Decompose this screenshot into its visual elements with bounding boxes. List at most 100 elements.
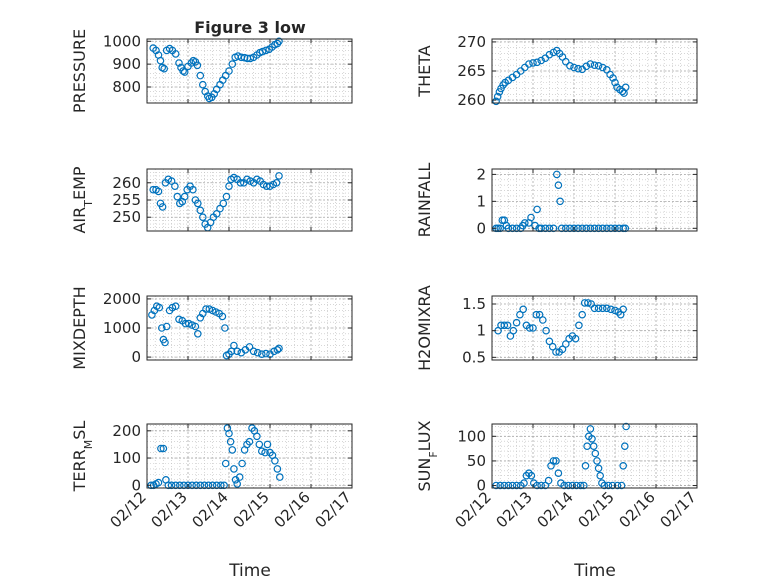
y-tick-label: 0	[476, 477, 486, 495]
data-point	[579, 481, 588, 490]
panel-2: 260 265 270 THETA	[415, 33, 698, 109]
data-point	[225, 182, 233, 191]
y-tick-label: 0	[131, 348, 141, 366]
y-axis-label: H2OMIXRA	[415, 285, 434, 371]
data-point	[572, 481, 581, 490]
data-point	[263, 440, 272, 449]
data-point	[598, 63, 607, 72]
data-point	[228, 446, 237, 454]
data-point	[566, 62, 574, 70]
y-tick-label: 250	[112, 208, 141, 226]
data-point	[527, 471, 536, 480]
data-point	[558, 345, 567, 354]
y-axis-label: SUNFLUX	[415, 420, 440, 491]
data-point	[574, 64, 582, 73]
data-point	[556, 197, 564, 206]
data-point	[179, 67, 187, 75]
data-point	[596, 471, 605, 480]
data-point	[537, 56, 546, 65]
data-point	[196, 71, 205, 80]
data-point	[519, 305, 528, 314]
y-tick-label: 255	[112, 191, 141, 209]
data-point	[617, 481, 626, 490]
data-point	[508, 481, 517, 490]
data-point	[584, 299, 592, 307]
data-point	[560, 481, 569, 490]
data-point	[275, 172, 283, 180]
data-point	[598, 304, 607, 313]
y-tick-label: 1	[476, 192, 486, 210]
data-point	[608, 481, 617, 490]
data-point	[581, 461, 590, 470]
y-axis-label-part: PRESSURE	[70, 29, 89, 113]
y-tick-label: 100	[112, 449, 141, 467]
y-axis-label-part: LUX	[415, 420, 434, 451]
data-point	[533, 481, 541, 490]
data-point	[230, 341, 238, 350]
y-tick-label: 0.5	[462, 348, 486, 366]
data-point	[149, 185, 158, 194]
data-point	[561, 340, 570, 348]
data-point	[589, 442, 598, 451]
data-point	[199, 80, 207, 89]
data-point	[194, 329, 202, 338]
y-axis-label-part: SL	[70, 421, 89, 440]
data-point	[611, 78, 619, 87]
y-tick-label: 800	[112, 78, 141, 96]
data-point	[529, 59, 537, 67]
data-point	[529, 324, 537, 332]
data-point	[545, 50, 554, 59]
data-point	[171, 302, 180, 311]
data-point	[159, 444, 168, 453]
data-point	[554, 181, 563, 190]
figure-title: Figure 3 low	[194, 18, 306, 37]
data-point	[167, 177, 176, 185]
y-tick-label: 0	[476, 219, 486, 237]
y-axis-label: RAINFALL	[415, 163, 434, 238]
data-point	[273, 465, 282, 473]
data-point	[512, 481, 521, 490]
data-point	[160, 64, 169, 73]
data-point	[522, 471, 531, 480]
data-point	[236, 179, 245, 187]
data-point	[156, 56, 165, 65]
axes-box	[146, 38, 353, 104]
data-point	[230, 465, 238, 473]
data-point	[493, 92, 502, 101]
data-point	[212, 210, 221, 218]
data-point	[503, 321, 512, 330]
plot-area	[147, 39, 352, 103]
data-point	[496, 481, 505, 490]
data-point	[225, 429, 233, 438]
data-point	[221, 459, 230, 468]
data-point	[604, 481, 613, 490]
data-point	[226, 437, 235, 446]
axes-box	[491, 168, 698, 232]
data-point	[492, 97, 500, 106]
data-point	[504, 481, 513, 490]
y-axis-label: TERRMSL	[70, 421, 95, 493]
y-tick-label: 265	[457, 62, 486, 80]
data-point	[262, 182, 271, 191]
data-point	[542, 326, 550, 335]
data-point	[235, 473, 244, 481]
data-point	[552, 457, 560, 465]
y-tick-label: 1.5	[462, 295, 486, 313]
axes-box	[146, 423, 353, 489]
data-point	[527, 213, 535, 222]
data-point	[257, 350, 266, 359]
data-point	[199, 213, 207, 222]
y-axis-label-part: THETA	[415, 45, 434, 97]
y-axis-label-part: SUN	[415, 458, 434, 492]
data-point	[225, 67, 233, 75]
data-point	[255, 440, 264, 449]
data-point	[180, 68, 189, 76]
data-point	[222, 192, 231, 201]
y-tick-label: 260	[457, 91, 486, 109]
data-point	[272, 179, 281, 187]
data-point	[261, 448, 269, 457]
data-point	[535, 310, 544, 319]
data-point	[221, 324, 229, 332]
y-axis-label-subscript: T	[82, 200, 95, 208]
